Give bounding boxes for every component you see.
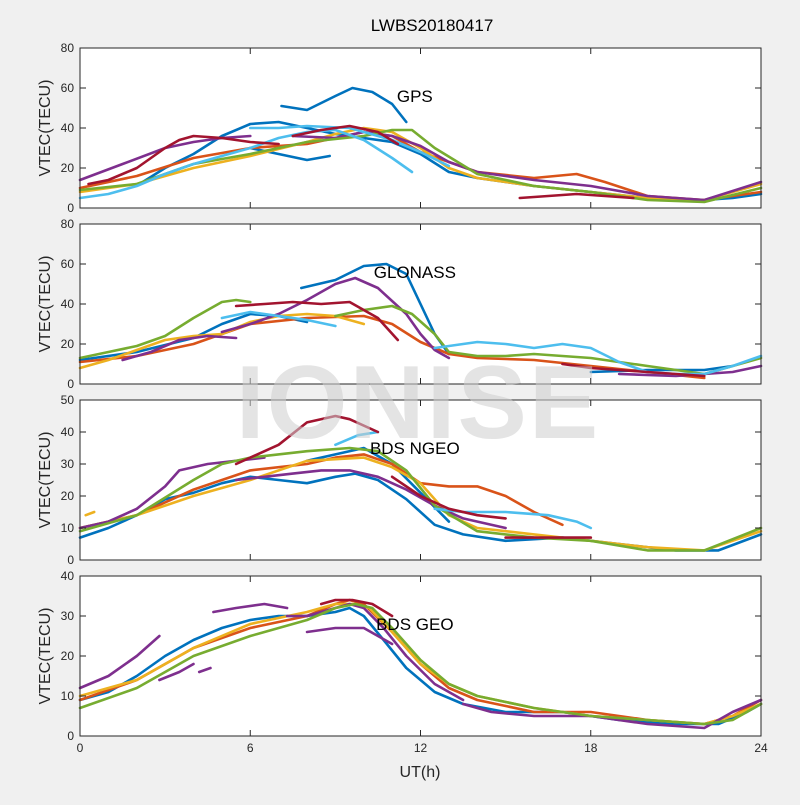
series-line	[561, 362, 706, 378]
panel-label: BDS NGEO	[370, 439, 460, 458]
series-line	[212, 602, 289, 614]
series-line	[234, 469, 507, 530]
series-line	[234, 300, 400, 342]
y-tick-label: 80	[61, 217, 75, 231]
x-tick-label: 0	[77, 741, 84, 755]
series-line	[78, 130, 763, 202]
y-tick-label: 20	[61, 649, 75, 663]
series-line	[390, 475, 507, 520]
plot-area	[80, 48, 761, 208]
y-tick-label: 0	[67, 553, 74, 567]
y-axis-label: VTEC(TECU)	[37, 432, 54, 529]
series-line	[220, 310, 337, 328]
series-line	[433, 340, 763, 376]
series-line	[285, 602, 465, 702]
y-tick-label: 50	[61, 393, 75, 407]
y-tick-label: 40	[61, 425, 75, 439]
y-tick-label: 40	[61, 121, 75, 135]
x-tick-label: 12	[414, 741, 428, 755]
series-line	[280, 86, 408, 124]
series-line	[78, 602, 763, 726]
y-tick-label: 0	[67, 201, 74, 215]
y-tick-label: 20	[61, 489, 75, 503]
series-line	[78, 456, 763, 552]
series-line	[121, 334, 238, 362]
series-line	[78, 446, 763, 552]
series-line	[291, 124, 400, 146]
series-line	[220, 276, 451, 360]
x-tick-label: 18	[584, 741, 598, 755]
series-line	[334, 430, 380, 447]
series-line	[249, 124, 451, 168]
series-line	[299, 262, 451, 356]
y-tick-label: 40	[61, 569, 75, 583]
series-line	[87, 134, 280, 186]
y-tick-label: 0	[67, 729, 74, 743]
series-line	[158, 662, 195, 682]
y-tick-label: 0	[67, 377, 74, 391]
panel-3: 0 10 20 30 40 50 VTEC(TECU) BDS NGEO	[37, 393, 763, 567]
series-line	[78, 312, 366, 370]
series-line	[78, 453, 564, 530]
series-line	[78, 606, 763, 726]
y-tick-label: 10	[61, 521, 75, 535]
series-line	[461, 698, 763, 730]
y-tick-label: 20	[61, 161, 75, 175]
x-axis-label: UT(h)	[400, 764, 441, 781]
series-line	[334, 304, 763, 376]
series-line	[518, 192, 635, 200]
panel-label: GLONASS	[374, 263, 456, 282]
panel-2: 0 20 40 60 80 VTEC(TECU) GLONASS	[37, 217, 763, 391]
plot-area	[80, 576, 761, 736]
series-line	[234, 414, 380, 466]
panel-4: 0 10 20 30 40 0 6 12 18 24 VTEC(TECU) BDS GEO	[37, 569, 768, 755]
series-line	[197, 666, 212, 674]
panel-label: GPS	[397, 87, 433, 106]
y-tick-label: 60	[61, 81, 75, 95]
y-tick-label: 80	[61, 41, 75, 55]
series-line	[305, 626, 394, 646]
series-line	[78, 314, 706, 380]
panel-label: BDS GEO	[376, 615, 453, 634]
y-tick-label: 30	[61, 609, 75, 623]
series-line	[84, 510, 96, 517]
figure-title: LWBS20180417	[371, 16, 494, 35]
series-line	[78, 634, 161, 690]
panel-1: 0 20 40 60 80 VTEC(TECU) GPS	[37, 41, 763, 215]
series-line	[78, 128, 414, 200]
series-line	[319, 598, 394, 618]
y-tick-label: 20	[61, 337, 75, 351]
y-tick-label: 30	[61, 457, 75, 471]
y-axis-label: VTEC(TECU)	[37, 256, 54, 353]
x-tick-label: 6	[247, 741, 254, 755]
y-tick-label: 40	[61, 297, 75, 311]
x-tick-label: 24	[754, 741, 768, 755]
watermark-text: IONISE	[236, 345, 601, 461]
y-tick-label: 60	[61, 257, 75, 271]
y-axis-label: VTEC(TECU)	[37, 80, 54, 177]
series-line	[78, 298, 252, 360]
y-axis-label: VTEC(TECU)	[37, 608, 54, 705]
y-tick-label: 10	[61, 689, 75, 703]
